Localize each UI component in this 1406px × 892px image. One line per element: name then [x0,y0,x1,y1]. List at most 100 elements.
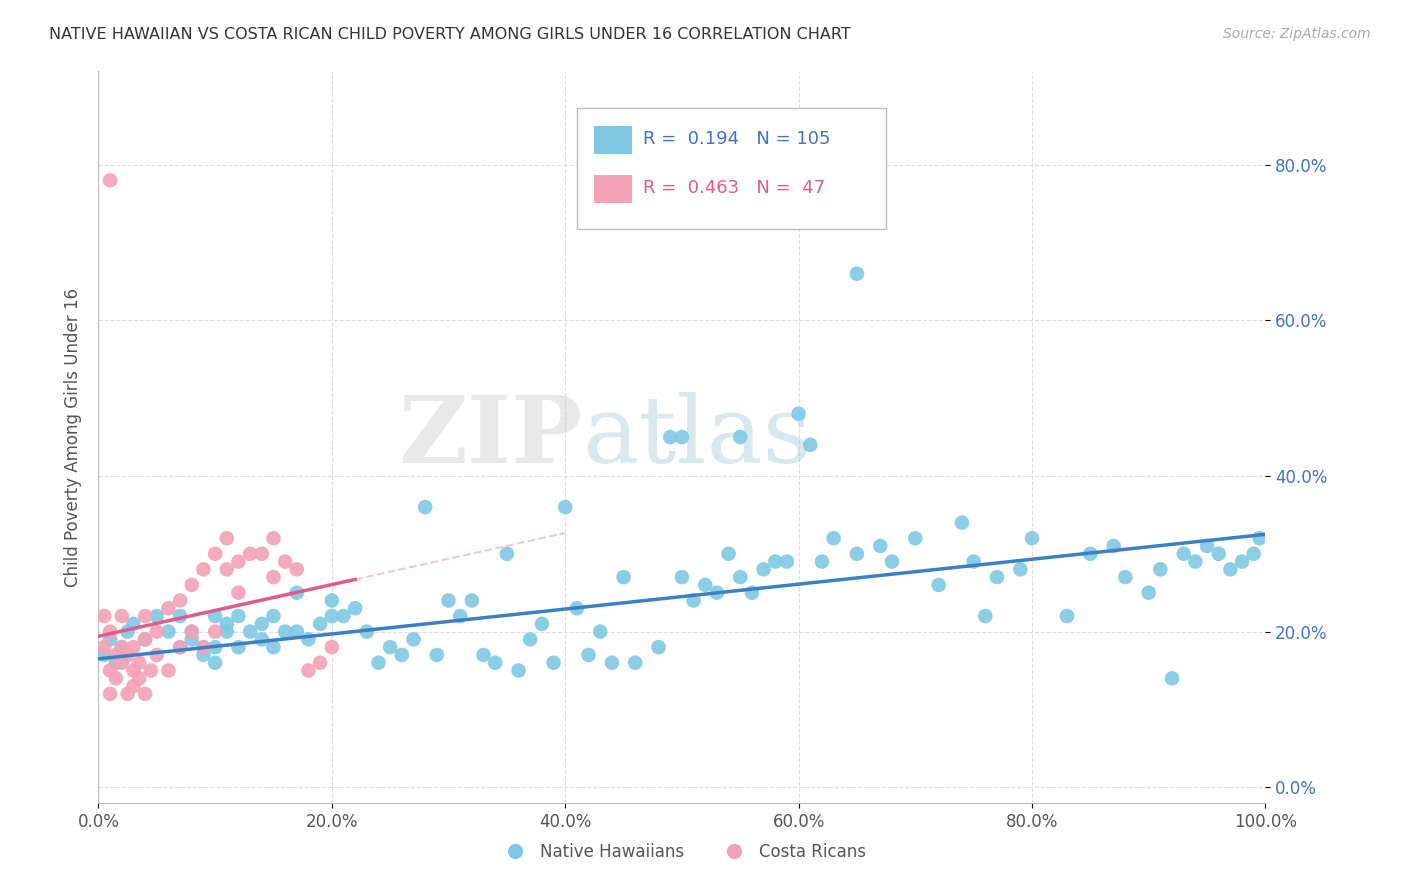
Point [117,648,139,662]
Point [117,687,139,701]
Point [717,547,740,561]
Point [472,648,495,662]
Point [880,555,903,569]
Point [554,500,576,515]
Point [321,640,343,655]
Point [332,609,354,624]
Point [128,656,150,670]
Point [98,624,121,639]
Point [122,664,145,678]
Point [111,640,134,655]
Point [228,585,250,599]
Text: ZIP: ZIP [398,392,582,482]
Point [543,656,565,670]
Point [752,562,775,576]
Point [239,547,262,561]
Point [157,601,180,615]
Point [1184,555,1206,569]
Point [169,593,191,607]
Point [367,656,389,670]
Point [146,624,169,639]
Point [613,570,636,584]
Point [624,656,647,670]
Point [215,562,238,576]
Point [1102,539,1125,553]
Point [204,656,226,670]
Point [380,640,402,655]
Point [1195,539,1218,553]
Point [215,616,238,631]
Point [1249,531,1271,545]
Point [134,609,156,624]
Point [250,547,273,561]
Point [846,267,869,281]
Point [169,640,191,655]
Point [413,500,436,515]
Point [104,656,127,670]
Point [962,555,984,569]
Point [93,640,115,655]
Point [204,640,226,655]
Point [98,664,121,678]
Point [1114,570,1136,584]
Point [508,664,530,678]
Point [204,547,226,561]
Point [869,539,891,553]
Point [239,624,262,639]
Point [309,656,332,670]
Point [787,407,810,421]
Point [262,531,284,545]
Point [437,593,460,607]
Point [530,616,553,631]
Point [402,632,425,647]
Point [1056,609,1078,624]
Point [426,648,449,662]
Point [846,547,869,561]
Point [928,578,950,592]
Point [98,632,121,647]
Point [496,547,519,561]
Point [391,648,413,662]
Point [169,640,191,655]
Point [1173,547,1195,561]
Point [98,687,121,701]
Point [904,531,927,545]
Point [986,570,1008,584]
Y-axis label: Child Poverty Among Girls Under 16: Child Poverty Among Girls Under 16 [63,287,82,587]
Point [215,531,238,545]
Point [647,640,669,655]
Point [741,585,763,599]
Point [250,632,273,647]
Point [193,640,215,655]
Point [250,616,273,631]
Point [111,656,134,670]
Point [1230,555,1253,569]
Point [706,585,728,599]
Point [104,648,127,662]
Point [1161,671,1184,685]
Point [799,438,821,452]
Point [730,570,752,584]
Point [321,593,343,607]
FancyBboxPatch shape [595,127,631,154]
Point [262,570,284,584]
Point [974,609,997,624]
Point [98,173,121,187]
Point [1080,547,1102,561]
Point [117,624,139,639]
Point [484,656,506,670]
Point [950,516,973,530]
Point [122,679,145,693]
Point [1021,531,1043,545]
Point [157,664,180,678]
Text: atlas: atlas [582,392,813,482]
Point [111,609,134,624]
Point [1219,562,1241,576]
Point [695,578,717,592]
Point [671,430,693,444]
Point [146,648,169,662]
Point [519,632,541,647]
Point [823,531,845,545]
Point [93,648,115,662]
Point [671,570,693,584]
